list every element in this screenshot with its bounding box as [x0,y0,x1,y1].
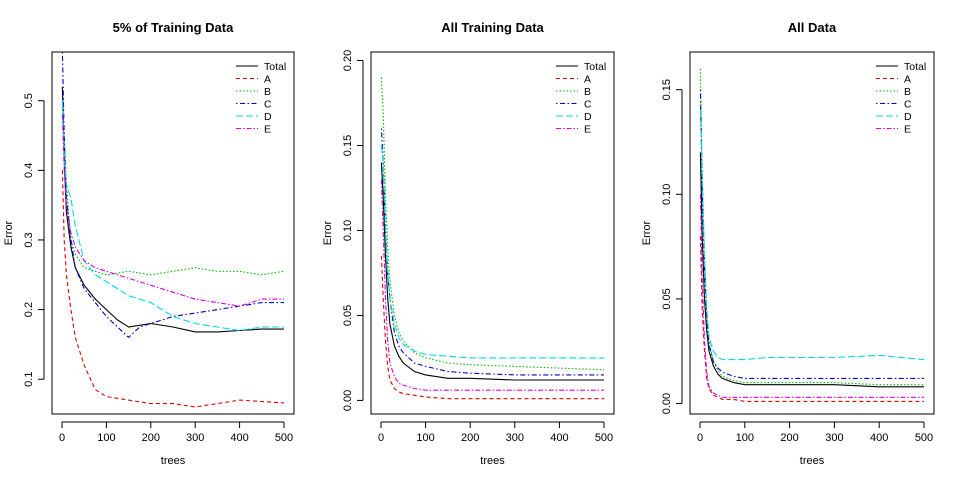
x-tick-label: 500 [915,432,933,444]
x-tick-label: 300 [506,432,524,444]
x-tick-label: 500 [595,432,613,444]
x-tick-label: 400 [870,432,888,444]
chart-panel-3: All Data 0 100 200 300 400 500 trees 0.00 0.05 0.1… [641,20,935,467]
x-axis-label: trees [161,455,186,467]
y-tick-label: 0.10 [342,220,354,241]
legend-label: B [904,86,911,98]
series-line-total [699,152,924,388]
y-tick-label: 0.05 [342,305,354,326]
legend-label: E [904,124,911,136]
legend-label: A [904,74,911,86]
y-axis-label: Error [641,220,653,245]
x-tick-label: 100 [416,432,434,444]
y-tick-label: 0.2 [23,302,35,317]
x-tick-label: 200 [142,432,160,444]
chart-panel-2: All Training Data 0 100 200 300 400 500 trees 0.… [322,20,615,467]
series-line-a [699,236,924,402]
x-tick-label: 300 [186,432,204,444]
chart-panel-1: 5% of Training Data 0 100 200 300 400 500 trees… [3,20,295,467]
x-tick-label: 500 [275,432,293,444]
legend-label: D [264,111,272,123]
legend-label: Total [904,61,926,73]
y-tick-label: 0.3 [23,232,35,247]
plot-frame [689,51,935,415]
y-tick-label: 0.1 [23,372,35,387]
plot-frame [51,51,295,415]
legend-label: A [264,74,271,86]
series-line-a [61,170,285,408]
x-tick-label: 100 [736,432,754,444]
x-tick-label: 400 [550,432,568,444]
series-line-d [380,145,604,359]
legend-label: C [264,99,272,111]
y-tick-label: 0.20 [342,50,354,71]
legend-label: D [904,111,912,123]
legend-label: E [264,124,271,136]
series-line-e [380,179,604,391]
series-line-d [61,100,284,332]
plot-frame [370,51,615,415]
series-line-d [699,110,925,361]
chart-title: All Data [788,20,837,35]
x-tick-label: 200 [780,432,798,444]
series-line-total [61,86,284,333]
legend-label: Total [584,61,606,73]
legend-label: C [904,99,912,111]
legend-label: B [584,86,591,98]
y-tick-label: 0.4 [23,163,35,178]
y-axis-label: Error [322,220,334,245]
x-tick-label: 0 [59,432,65,444]
series-line-c [61,51,284,339]
y-tick-label: 0.10 [661,184,673,205]
chart-title: 5% of Training Data [113,20,234,35]
y-tick-label: 0.15 [661,79,673,100]
series-line-e [61,114,284,307]
x-tick-label: 0 [378,432,384,444]
y-tick-label: 0.15 [342,135,354,156]
x-tick-label: 200 [461,432,479,444]
x-axis-label: trees [480,455,505,467]
chart-title: All Training Data [441,20,544,35]
legend-label: D [584,111,592,123]
y-tick-label: 0.5 [23,93,35,108]
series-line-c [699,89,924,379]
series-line-a [380,255,604,400]
legend-label: E [584,124,591,136]
x-axis-label: trees [800,455,825,467]
y-tick-label: 0.05 [661,288,673,309]
series-line-c [380,128,604,376]
x-tick-label: 300 [825,432,843,444]
y-tick-label: 0.00 [342,390,354,411]
series-line-total [380,162,604,381]
x-tick-label: 400 [230,432,248,444]
series-line-b [380,77,605,371]
legend-label: Total [264,61,286,73]
series-line-b [61,100,285,276]
y-axis-label: Error [3,220,15,245]
legend-label: C [584,99,592,111]
legend-label: B [264,86,271,98]
legend-label: A [584,74,591,86]
x-tick-label: 0 [697,432,703,444]
y-tick-label: 0.00 [661,393,673,414]
series-line-e [699,194,924,398]
x-tick-label: 100 [97,432,115,444]
